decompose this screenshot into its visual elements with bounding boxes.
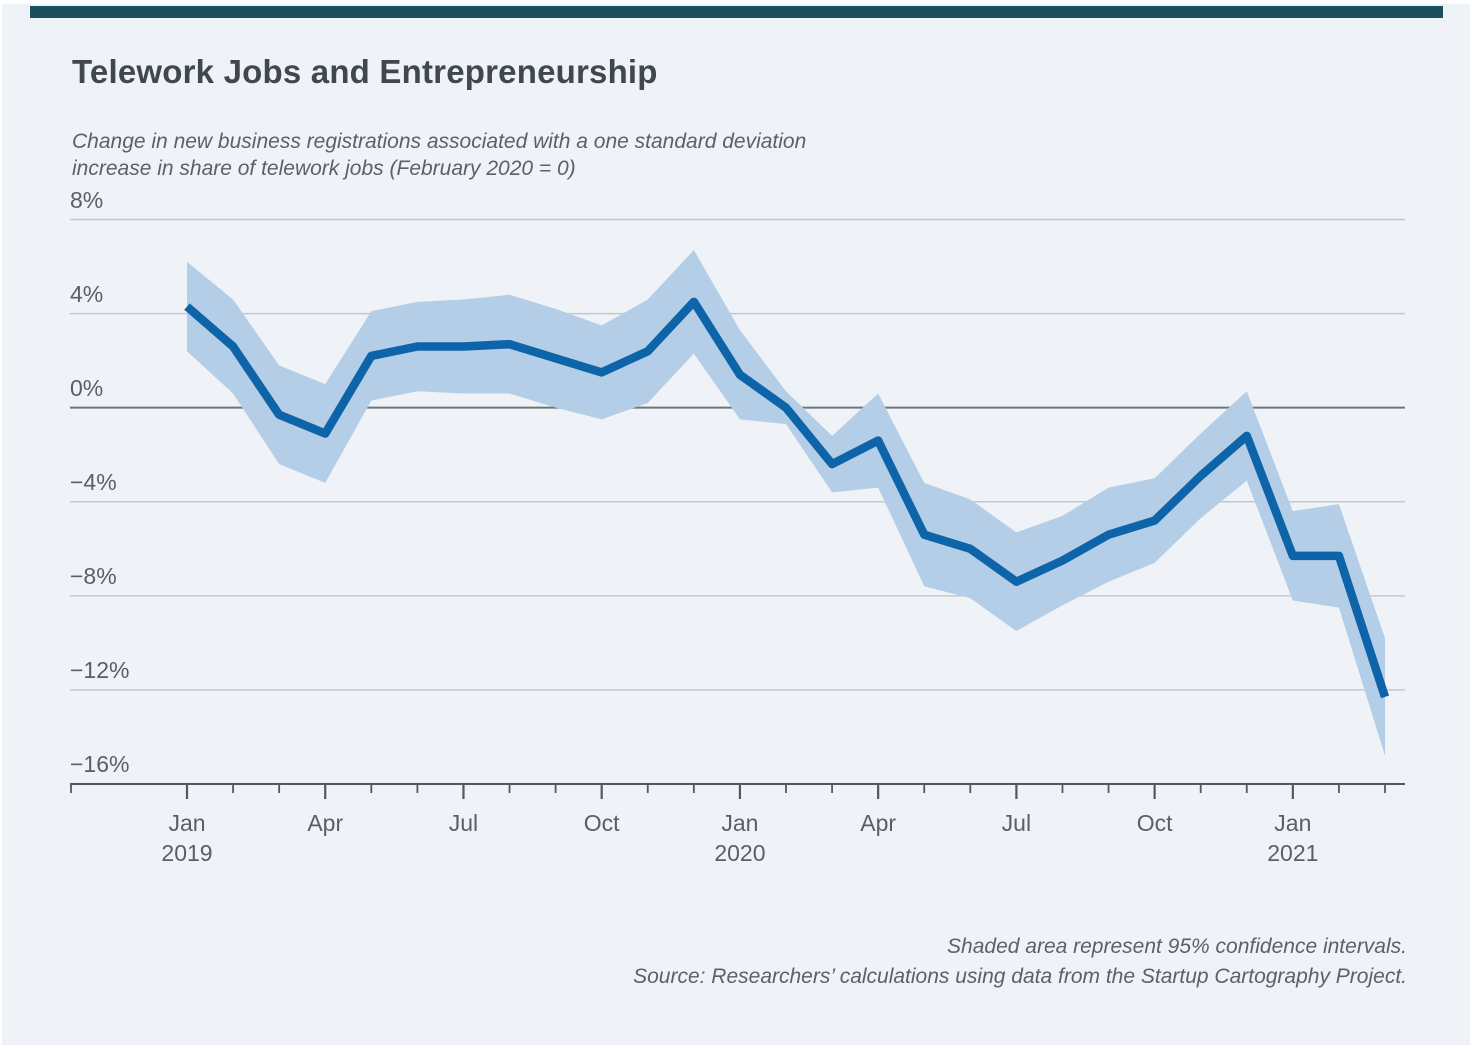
confidence-band bbox=[187, 250, 1385, 756]
subtitle-line-2: increase in share of telework jobs (Febr… bbox=[72, 157, 576, 180]
top-accent-bar bbox=[30, 6, 1443, 18]
source-note: Source: Researchers’ calculations using … bbox=[633, 965, 1407, 988]
estimate-line bbox=[184, 297, 1390, 699]
line-chart-plot bbox=[70, 218, 1405, 799]
chart-title: Telework Jobs and Entrepreneurship bbox=[72, 53, 658, 90]
subtitle-line-1: Change in new business registrations ass… bbox=[72, 130, 807, 153]
chart-subtitle: Change in new business registrations ass… bbox=[72, 128, 806, 182]
ci-note: Shaded area represent 95% confidence int… bbox=[947, 935, 1407, 958]
figure-canvas: Telework Jobs and Entrepreneurship Chang… bbox=[2, 4, 1470, 1045]
footnotes: Shaded area represent 95% confidence int… bbox=[633, 932, 1407, 992]
